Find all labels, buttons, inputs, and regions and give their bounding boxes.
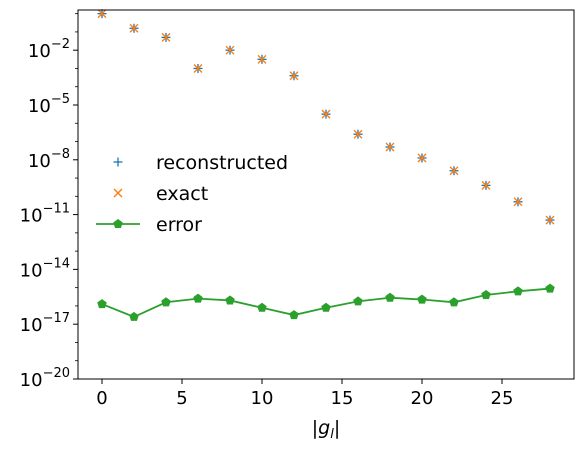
legend-marker-exact xyxy=(113,188,123,198)
point-exact xyxy=(161,32,171,42)
point-error xyxy=(129,311,139,321)
y-tick-label: 10−2 xyxy=(28,37,70,62)
y-tick-label: 10−20 xyxy=(20,366,70,391)
point-exact xyxy=(385,142,395,152)
point-error xyxy=(321,302,331,312)
point-error xyxy=(161,297,171,307)
point-exact xyxy=(129,23,139,33)
point-exact xyxy=(257,54,267,64)
x-tick-label: 15 xyxy=(331,388,354,409)
point-exact xyxy=(513,197,523,207)
point-exact xyxy=(353,129,363,139)
legend-marker-error xyxy=(113,219,123,229)
legend: reconstructed exact error xyxy=(96,152,288,236)
x-tick-label: 5 xyxy=(176,388,187,409)
point-exact xyxy=(545,215,555,225)
point-error xyxy=(289,310,299,320)
point-error xyxy=(513,286,523,296)
point-exact xyxy=(481,180,491,190)
axis-ticks: 0 5 10 15 20 25 10−20 10−17 10−14 10−11 10−8 10−5 10… xyxy=(20,13,514,409)
y-tick-label: 10−17 xyxy=(20,311,70,336)
legend-label-reconstructed: reconstructed xyxy=(156,152,288,174)
legend-marker-reconstructed xyxy=(113,157,123,167)
point-error xyxy=(481,289,491,300)
x-tick-label: 10 xyxy=(251,388,274,409)
y-tick-label: 10−14 xyxy=(20,256,70,281)
point-exact xyxy=(289,71,299,81)
x-tick-label: 25 xyxy=(491,388,514,409)
point-error xyxy=(417,294,427,304)
point-error xyxy=(193,293,203,303)
point-exact xyxy=(321,109,331,119)
legend-label-exact: exact xyxy=(156,183,208,205)
point-error xyxy=(449,297,459,307)
y-tick-label: 10−8 xyxy=(28,147,70,172)
point-error xyxy=(385,292,395,302)
legend-label-error: error xyxy=(156,214,202,236)
point-error xyxy=(225,295,235,305)
x-tick-label: 20 xyxy=(411,388,434,409)
y-tick-label: 10−5 xyxy=(28,92,70,117)
point-error xyxy=(97,299,107,309)
point-error xyxy=(353,296,363,306)
point-exact xyxy=(225,45,235,55)
plot-background xyxy=(78,10,574,379)
point-exact xyxy=(449,166,459,176)
point-error xyxy=(545,283,555,293)
point-exact xyxy=(417,153,427,163)
y-tick-label: 10−11 xyxy=(20,202,70,227)
x-tick-label: 0 xyxy=(96,388,107,409)
chart-marks xyxy=(97,9,555,321)
plot-frame xyxy=(77,9,575,380)
point-error xyxy=(257,302,267,312)
point-exact xyxy=(97,9,107,19)
point-exact xyxy=(193,63,203,73)
x-axis-label: |gl| xyxy=(312,417,341,442)
